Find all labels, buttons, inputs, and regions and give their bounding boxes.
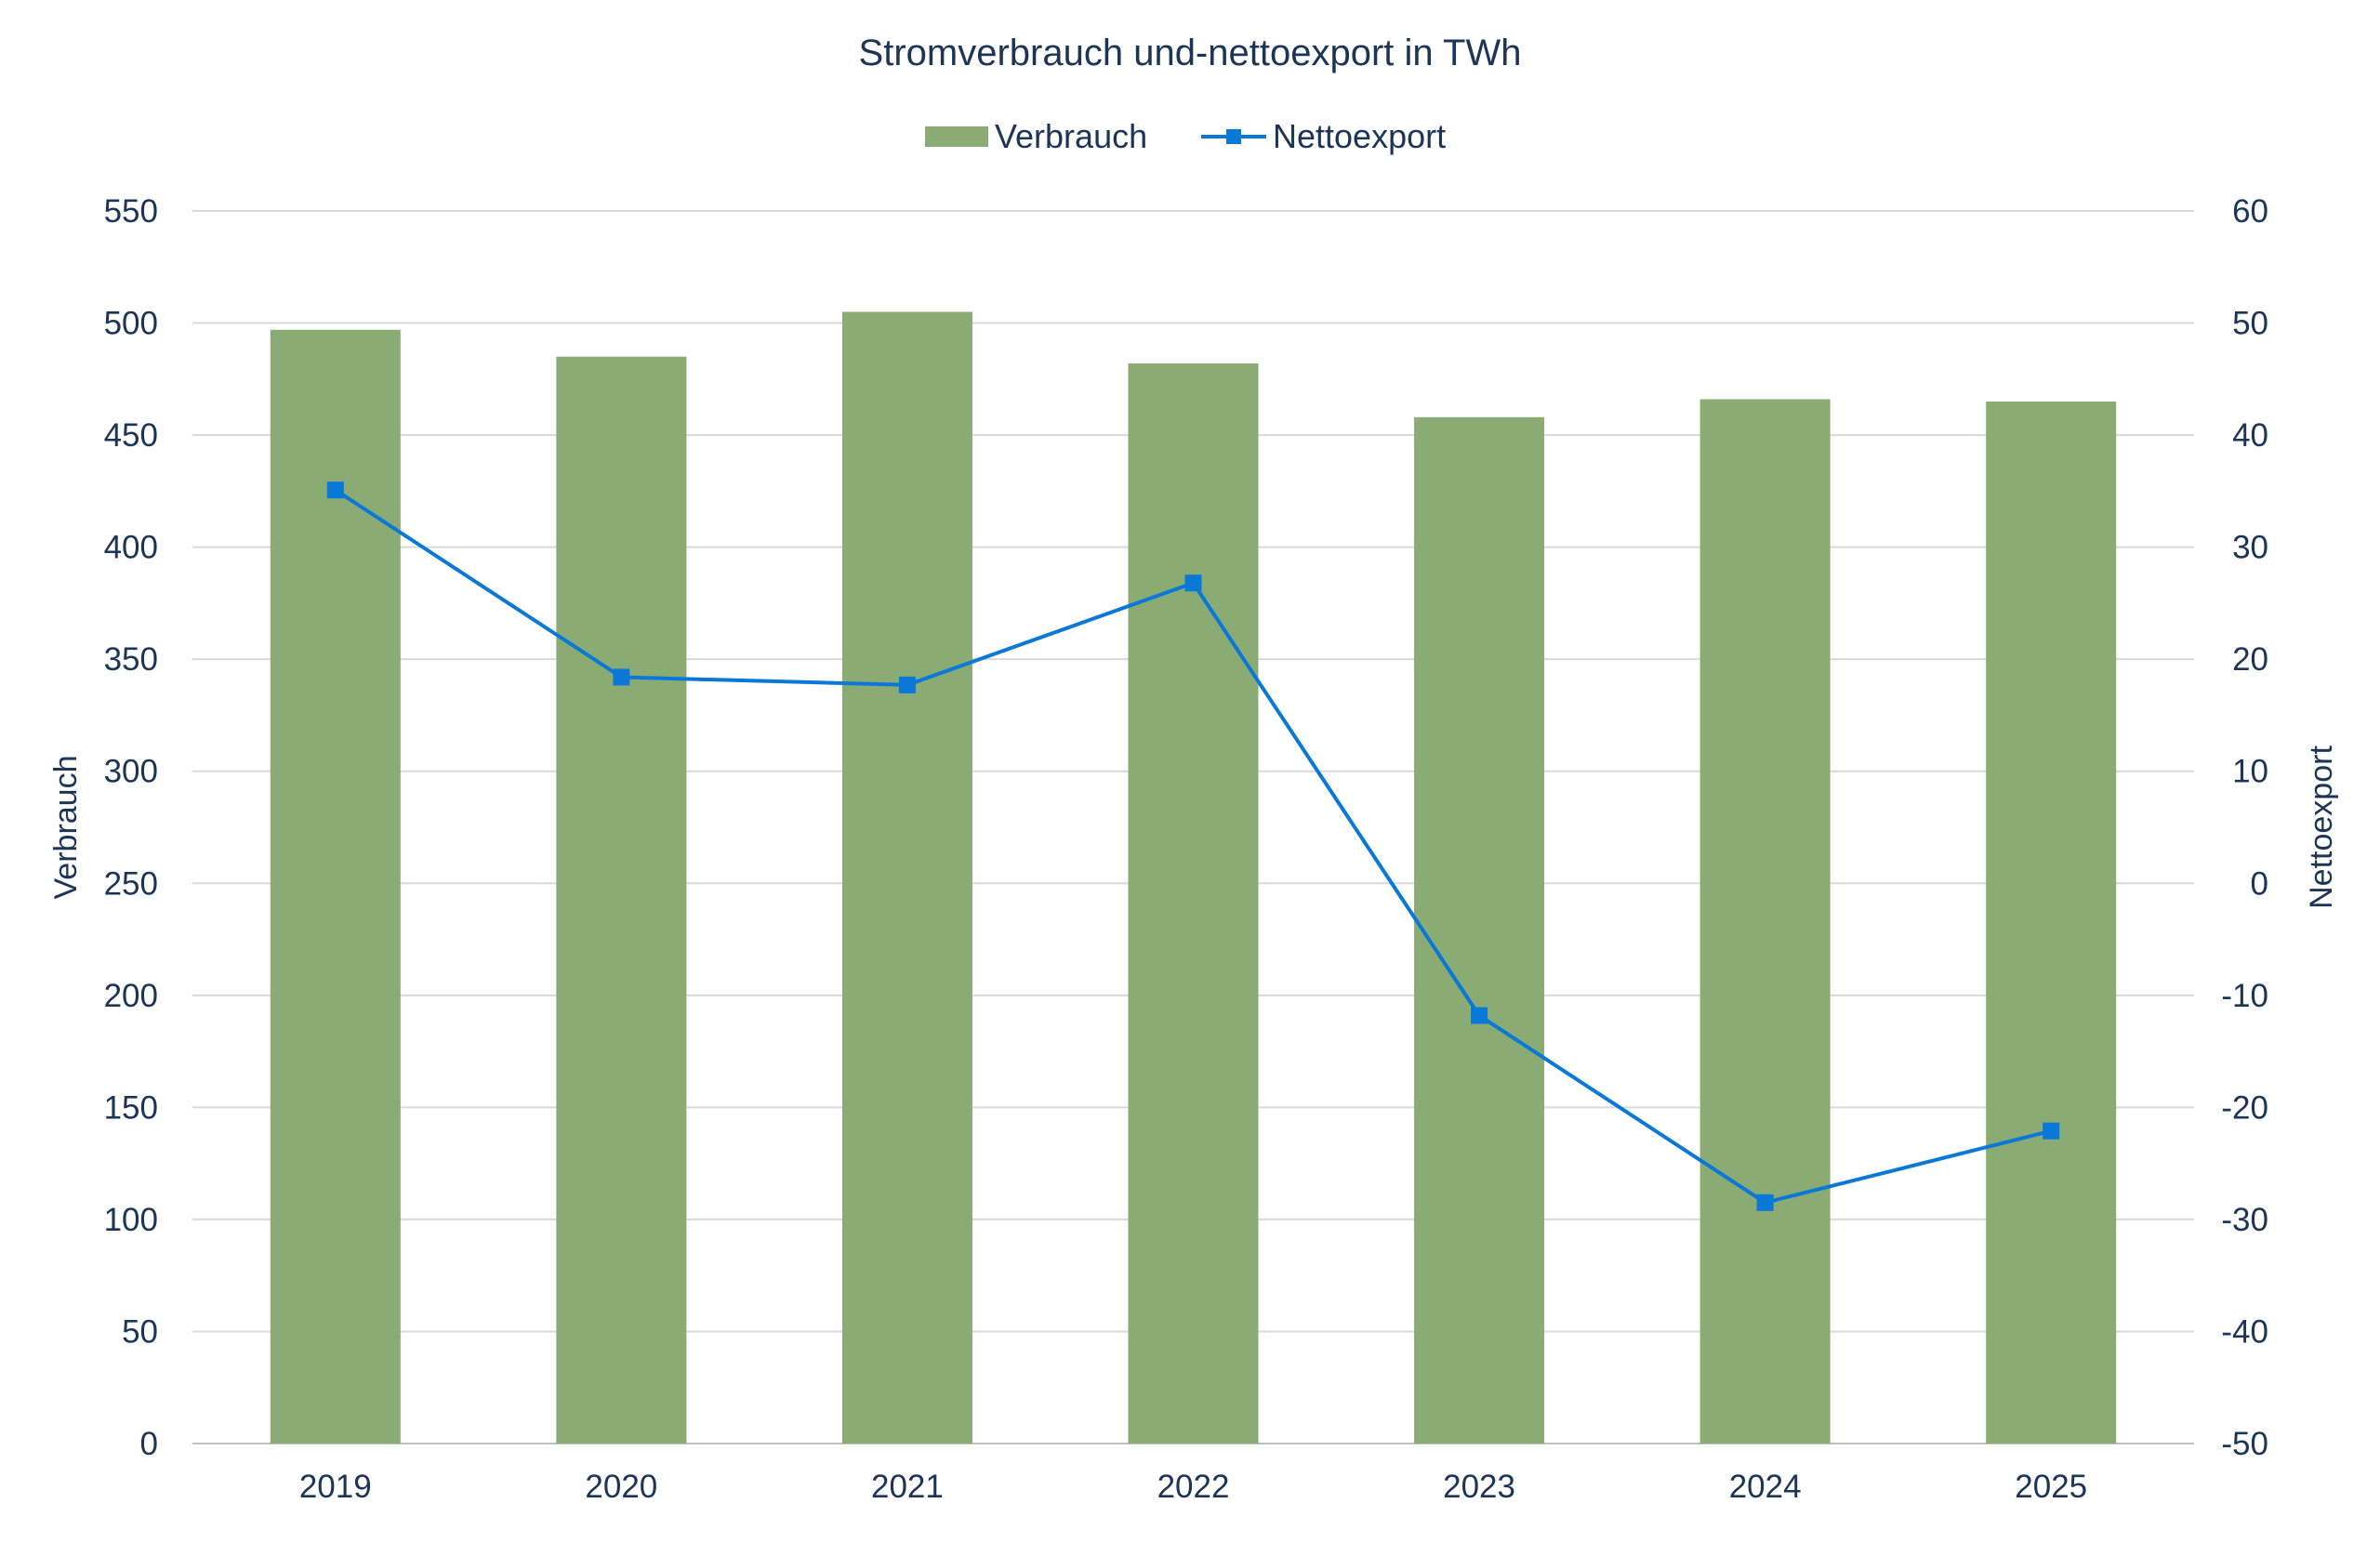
y2-tick-label: 50 bbox=[2232, 306, 2268, 342]
y-tick-label: 200 bbox=[104, 978, 158, 1014]
y-tick-label: 100 bbox=[104, 1202, 158, 1238]
y2-tick-label: -40 bbox=[2221, 1313, 2268, 1350]
x-tick-label: 2021 bbox=[871, 1469, 944, 1505]
bar-2019 bbox=[270, 329, 401, 1444]
y2-tick-label: 0 bbox=[2251, 865, 2268, 902]
x-tick-label: 2023 bbox=[1443, 1469, 1515, 1505]
x-tick-label: 2024 bbox=[1729, 1469, 1802, 1505]
bar-2023 bbox=[1414, 416, 1545, 1444]
x-tick-label: 2025 bbox=[2015, 1469, 2087, 1505]
nettoexport-point-2023 bbox=[1471, 1007, 1488, 1024]
y-tick-label: 300 bbox=[104, 754, 158, 790]
y2-tick-label: 40 bbox=[2232, 417, 2268, 454]
bar-2021 bbox=[841, 311, 972, 1444]
x-tick-label: 2020 bbox=[585, 1469, 657, 1505]
y2-axis-label: Nettoexport bbox=[2304, 745, 2339, 909]
y-tick-label: 50 bbox=[122, 1313, 158, 1350]
y2-tick-label: 20 bbox=[2232, 641, 2268, 678]
legend-swatch-verbrauch bbox=[925, 126, 988, 147]
y-tick-label: 400 bbox=[104, 530, 158, 566]
y-tick-label: 550 bbox=[104, 193, 158, 230]
x-tick-label: 2022 bbox=[1157, 1469, 1230, 1505]
y2-tick-label: 30 bbox=[2232, 530, 2268, 566]
y-tick-label: 450 bbox=[104, 417, 158, 454]
y2-tick-label: 10 bbox=[2232, 754, 2268, 790]
nettoexport-point-2025 bbox=[2043, 1122, 2060, 1140]
bar-2024 bbox=[1699, 399, 1831, 1444]
nettoexport-point-2021 bbox=[898, 676, 916, 693]
y2-tick-label: -50 bbox=[2221, 1426, 2268, 1462]
y-axis-label: Verbrauch bbox=[48, 756, 84, 900]
y-tick-label: 250 bbox=[104, 865, 158, 902]
bar-2025 bbox=[1986, 401, 2117, 1444]
y-tick-label: 350 bbox=[104, 641, 158, 678]
legend-label-verbrauch: Verbrauch bbox=[995, 117, 1147, 155]
nettoexport-point-2020 bbox=[613, 668, 630, 686]
legend: Verbrauch Nettoexport bbox=[925, 117, 1446, 155]
legend-label-nettoexport: Nettoexport bbox=[1273, 117, 1446, 155]
y2-tick-label: -10 bbox=[2221, 978, 2268, 1014]
chart-title: Stromverbrauch und-nettoexport in TWh bbox=[859, 33, 1522, 73]
y-tick-label: 0 bbox=[140, 1426, 158, 1462]
y2-tick-label: -20 bbox=[2221, 1089, 2268, 1126]
y2-tick-label: -30 bbox=[2221, 1202, 2268, 1238]
bar-2020 bbox=[556, 356, 687, 1444]
x-tick-label: 2019 bbox=[299, 1469, 372, 1505]
nettoexport-point-2022 bbox=[1184, 574, 1202, 592]
y-tick-label: 500 bbox=[104, 306, 158, 342]
bar-2022 bbox=[1128, 363, 1259, 1444]
nettoexport-point-2024 bbox=[1756, 1194, 1774, 1211]
nettoexport-point-2019 bbox=[326, 481, 344, 499]
y2-tick-label: 60 bbox=[2232, 193, 2268, 230]
legend-marker-nettoexport bbox=[1226, 129, 1241, 144]
y-tick-label: 150 bbox=[104, 1089, 158, 1126]
